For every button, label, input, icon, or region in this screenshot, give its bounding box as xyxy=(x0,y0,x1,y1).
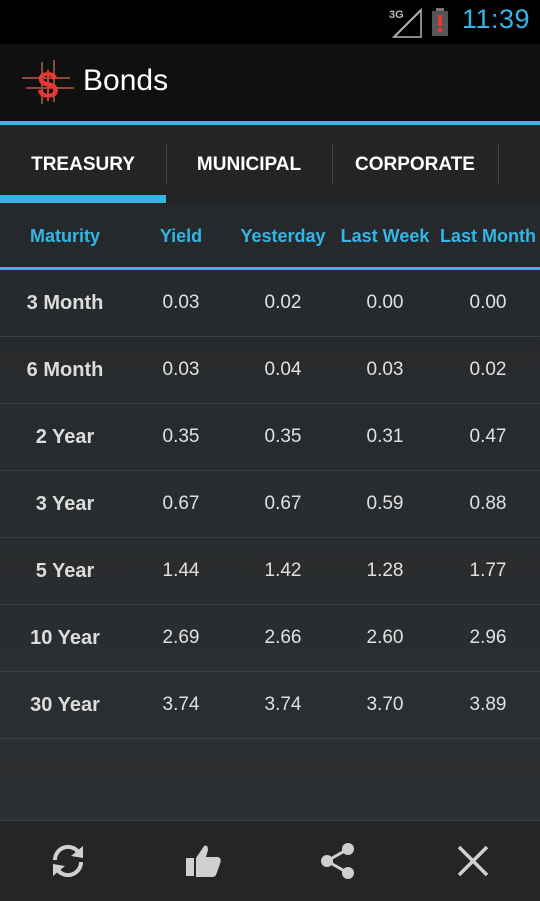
cell-yesterday: 2.66 xyxy=(264,627,302,648)
cell-last-month: 0.02 xyxy=(469,359,507,380)
refresh-icon xyxy=(52,844,83,878)
cell-maturity: 3 Year xyxy=(35,492,95,515)
cell-last-month: 2.96 xyxy=(469,627,507,648)
cell-maturity: 30 Year xyxy=(30,693,100,716)
table-row[interactable]: 10 Year 2.69 2.66 2.60 2.96 xyxy=(0,605,540,672)
cell-last-week: 1.28 xyxy=(366,560,404,581)
cell-yield: 3.74 xyxy=(162,694,200,715)
cell-yesterday: 0.35 xyxy=(264,426,302,447)
clock: 11:39 xyxy=(461,4,530,34)
tab-divider xyxy=(166,143,167,185)
column-header-last-month[interactable]: Last Month xyxy=(440,225,536,246)
table-row[interactable]: 3 Month 0.03 0.02 0.00 0.00 xyxy=(0,270,540,337)
like-button[interactable] xyxy=(135,821,270,901)
cell-yesterday: 0.02 xyxy=(264,292,302,313)
cell-yield: 0.03 xyxy=(162,292,200,313)
action-bar: $ Bonds xyxy=(0,44,540,121)
cell-last-week: 2.60 xyxy=(366,627,404,648)
cell-yield: 2.69 xyxy=(162,627,200,648)
cell-yesterday: 0.04 xyxy=(264,359,302,380)
bond-table: Maturity Yield Yesterday Last Week Last … xyxy=(0,205,540,820)
table-row[interactable]: 6 Month 0.03 0.04 0.03 0.02 xyxy=(0,337,540,404)
cell-last-week: 0.00 xyxy=(366,292,404,313)
cell-maturity: 3 Month xyxy=(26,291,104,314)
tab-corporate[interactable]: CORPORATE xyxy=(355,154,475,175)
table-row[interactable]: 5 Year 1.44 1.42 1.28 1.77 xyxy=(0,538,540,605)
table-body: 3 Month 0.03 0.02 0.00 0.00 6 Month 0.03 0.04 0.… xyxy=(0,270,540,739)
battery-alert-icon xyxy=(432,8,448,36)
svg-text:$: $ xyxy=(37,65,58,106)
cell-last-month: 0.88 xyxy=(469,493,507,514)
share-button[interactable] xyxy=(270,821,405,901)
network-label: 3G xyxy=(389,9,404,21)
table-row[interactable]: 30 Year 3.74 3.74 3.70 3.89 xyxy=(0,672,540,739)
cell-last-month: 1.77 xyxy=(469,560,507,581)
cell-maturity: 6 Month xyxy=(26,358,104,381)
cell-last-week: 0.59 xyxy=(366,493,404,514)
tab-municipal[interactable]: MUNICIPAL xyxy=(196,154,302,175)
tab-divider xyxy=(498,143,499,185)
header-divider xyxy=(0,267,540,270)
cell-yield: 0.03 xyxy=(162,359,200,380)
column-header-yield[interactable]: Yield xyxy=(159,225,203,246)
signal-3g-icon: 3G xyxy=(389,7,422,38)
app-title: Bonds xyxy=(83,64,169,97)
cell-yield: 0.67 xyxy=(162,493,200,514)
cell-last-week: 3.70 xyxy=(366,694,404,715)
status-bar: 3G 11:39 xyxy=(0,0,540,44)
tab-selected-indicator xyxy=(0,195,166,203)
cell-yesterday: 1.42 xyxy=(264,560,302,581)
share-icon xyxy=(320,843,354,879)
tab-bar: TREASURY MUNICIPAL CORPORATE xyxy=(0,125,540,206)
tab-treasury[interactable]: TREASURY xyxy=(31,154,135,175)
cell-maturity: 10 Year xyxy=(30,626,100,649)
action-bar-divider xyxy=(0,121,540,125)
thumbs-up-icon xyxy=(185,845,221,877)
cell-last-month: 3.89 xyxy=(469,694,507,715)
close-button[interactable] xyxy=(405,821,540,901)
cell-yesterday: 0.67 xyxy=(264,493,302,514)
bottom-action-bar xyxy=(0,820,540,901)
cell-last-week: 0.03 xyxy=(366,359,404,380)
cell-maturity: 5 Year xyxy=(35,559,95,582)
column-header-maturity[interactable]: Maturity xyxy=(29,225,100,246)
column-header-last-week[interactable]: Last Week xyxy=(340,225,430,246)
table-header: Maturity Yield Yesterday Last Week Last … xyxy=(0,205,540,267)
cell-yield: 1.44 xyxy=(162,560,200,581)
column-header-yesterday[interactable]: Yesterday xyxy=(240,225,326,246)
cell-maturity: 2 Year xyxy=(35,425,95,448)
cell-yesterday: 3.74 xyxy=(264,694,302,715)
cell-last-week: 0.31 xyxy=(366,426,404,447)
dollar-sign-icon[interactable]: $ xyxy=(22,60,74,106)
cell-yield: 0.35 xyxy=(162,426,200,447)
cell-last-month: 0.47 xyxy=(469,426,507,447)
cell-last-month: 0.00 xyxy=(469,292,507,313)
table-row[interactable]: 2 Year 0.35 0.35 0.31 0.47 xyxy=(0,404,540,471)
refresh-button[interactable] xyxy=(0,821,135,901)
tab-divider xyxy=(332,143,333,185)
close-icon xyxy=(457,845,488,877)
table-row[interactable]: 3 Year 0.67 0.67 0.59 0.88 xyxy=(0,471,540,538)
